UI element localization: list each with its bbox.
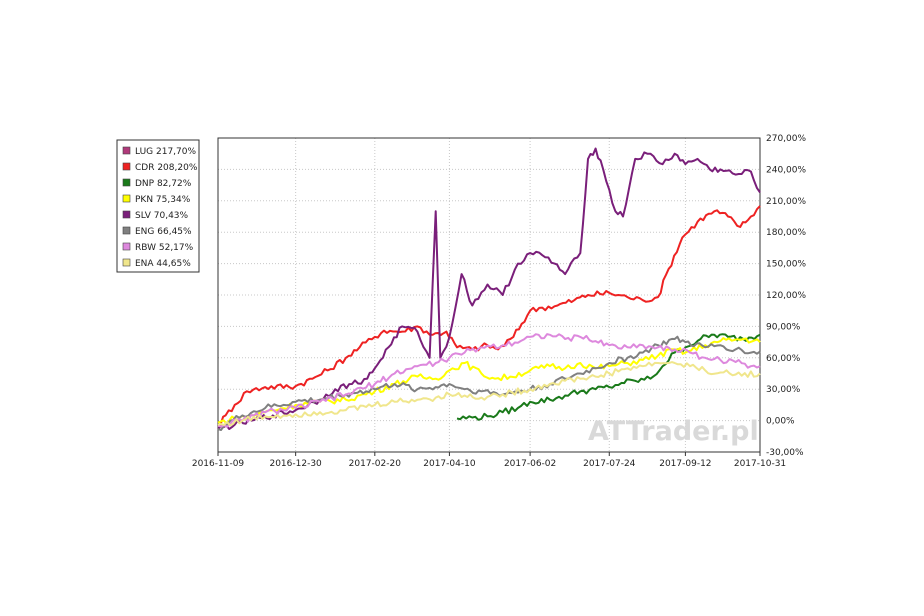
legend-box	[116, 139, 200, 273]
x-tick-label: 2017-09-12	[659, 459, 711, 469]
watermark-logo: ATTrader.pl	[588, 416, 759, 447]
y-tick-label: 210,00%	[766, 197, 806, 207]
series-line-dnp	[456, 333, 761, 421]
plot-frame	[217, 137, 761, 453]
legend-swatch	[122, 210, 131, 219]
legend-entry: ENG 66,45%	[135, 227, 192, 237]
legend-entry: LUG 217,70%	[135, 147, 196, 157]
y-tick-label: 90,00%	[766, 322, 801, 332]
legend-swatch	[122, 258, 131, 267]
plot-area: -30,00% 0,00% 30,00% 60,00% 90,00% 120,00% 150…	[192, 134, 807, 469]
y-tick-label: 120,00%	[766, 291, 806, 301]
legend-swatch	[122, 146, 131, 155]
series-line-rbw	[217, 333, 761, 428]
y-tick-label: 180,00%	[766, 228, 806, 238]
legend-swatch	[122, 226, 131, 235]
y-tick-label: 150,00%	[766, 260, 806, 270]
x-tick-label: 2017-06-02	[504, 459, 556, 469]
series-line-eng	[217, 335, 761, 431]
y-tick-label: 0,00%	[766, 417, 795, 427]
y-tick-label: 240,00%	[766, 165, 806, 175]
x-tick-label: 2017-02-20	[349, 459, 402, 469]
y-tick-label: -30,00%	[766, 448, 804, 458]
legend-entry: SLV 70,43%	[135, 211, 189, 221]
legend-swatch	[122, 242, 131, 251]
legend-entry: RBW 52,17%	[135, 243, 194, 253]
chart-legend: LUG 217,70% CDR 208,20% DNP 82,72% PKN 75,3…	[116, 139, 200, 273]
series-line-cdr	[217, 205, 761, 427]
legend-entry: PKN 75,34%	[135, 195, 191, 205]
legend-entry: ENA 44,65%	[135, 259, 191, 269]
x-tick-label: 2016-11-09	[192, 459, 245, 469]
legend-swatch	[122, 162, 131, 171]
series-line-ena	[217, 361, 761, 427]
legend-entry: CDR 208,20%	[135, 163, 198, 173]
legend-swatch	[122, 178, 131, 187]
legend-swatch	[122, 194, 131, 203]
y-tick-label: 270,00%	[766, 134, 806, 144]
y-tick-label: 60,00%	[766, 354, 801, 364]
x-tick-label: 2017-07-24	[583, 459, 636, 469]
x-tick-label: 2016-12-30	[269, 459, 322, 469]
y-tick-label: 30,00%	[766, 385, 801, 395]
x-tick-label: 2017-10-31	[734, 459, 786, 469]
x-tick-label: 2017-04-10	[423, 459, 476, 469]
legend-entry: DNP 82,72%	[135, 179, 192, 189]
